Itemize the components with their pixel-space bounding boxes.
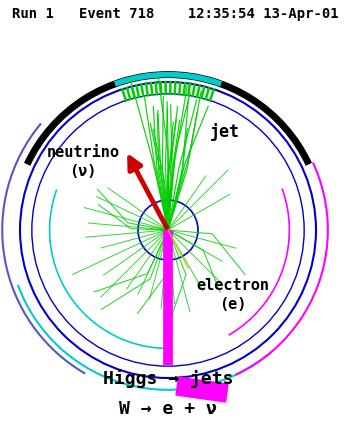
Text: W → e + ν: W → e + ν: [119, 400, 217, 418]
Text: jet: jet: [210, 123, 240, 141]
Text: neutrino
(ν): neutrino (ν): [47, 145, 119, 179]
Text: Run 1   Event 718    12:35:54 13-Apr-01: Run 1 Event 718 12:35:54 13-Apr-01: [12, 7, 338, 21]
Bar: [176, 377, 228, 402]
Text: electron
(e): electron (e): [196, 278, 270, 312]
Text: Higgs → jets: Higgs → jets: [103, 370, 233, 388]
